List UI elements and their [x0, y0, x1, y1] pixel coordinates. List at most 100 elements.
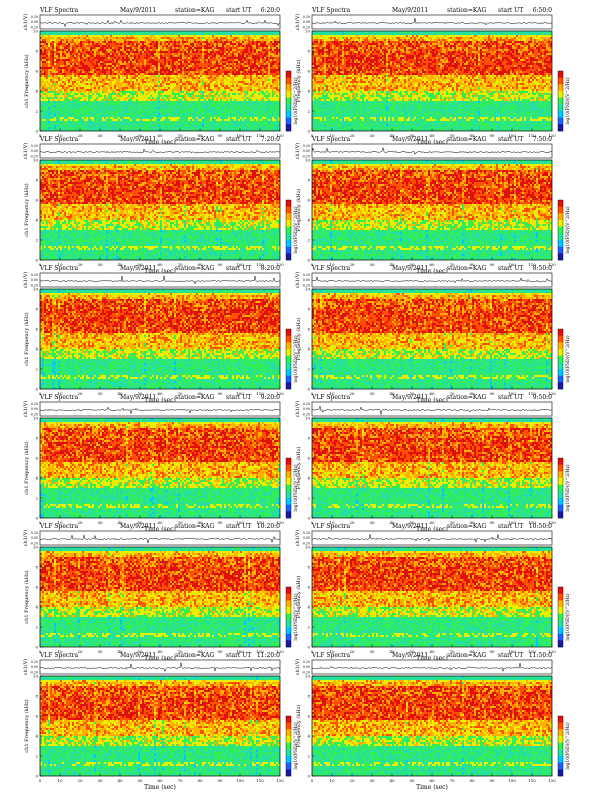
spectrogram-cell	[98, 77, 100, 83]
spectrogram-cell	[118, 53, 120, 55]
spectrogram-cell	[212, 43, 214, 45]
spectrogram-cell	[274, 79, 276, 81]
spectrogram-cell	[154, 55, 156, 61]
spectrogram-cell	[72, 43, 74, 45]
spectrogram-cell	[192, 37, 194, 39]
spectrogram-cell	[88, 95, 90, 105]
spectrogram-cell	[116, 39, 118, 43]
spectrogram-cell	[242, 35, 244, 37]
spectrogram-cell	[172, 57, 174, 73]
spectrogram-cell	[256, 107, 258, 111]
spectrogram-cell	[174, 83, 176, 87]
spectrogram-cell	[218, 95, 220, 97]
spectrogram-cell	[210, 51, 212, 55]
spectrogram-cell	[202, 63, 204, 69]
spectrogram-cell	[252, 47, 254, 55]
spectrogram-cell	[218, 31, 220, 35]
spectrogram-cell	[44, 95, 46, 101]
spectrogram-cell	[242, 125, 244, 131]
spectrogram-cell	[54, 73, 56, 75]
spectrogram-cell	[152, 31, 154, 35]
spectrogram-cell	[216, 91, 218, 95]
spectrogram-cell	[144, 83, 146, 85]
spectrogram-cell	[100, 101, 102, 103]
spectrogram-cell	[244, 97, 246, 99]
spectrogram-cell	[88, 41, 90, 43]
spectrogram-cell	[106, 57, 108, 61]
spectrogram-cell	[76, 103, 78, 105]
spectrogram-cell	[256, 111, 258, 113]
spectrogram-cell	[212, 37, 214, 43]
spectrogram-cell	[244, 49, 246, 53]
spectrogram-cell	[206, 121, 208, 123]
spectrogram-cell	[106, 51, 108, 53]
spectrogram-cell	[266, 67, 268, 69]
spectrogram-cell	[52, 89, 54, 91]
spectrogram-cell	[52, 45, 54, 49]
spectrogram-cell	[172, 31, 174, 35]
spectrogram-cell	[202, 121, 204, 123]
spectrogram-cell	[174, 73, 176, 75]
spectrogram-cell	[214, 63, 216, 65]
spectrogram-cell	[182, 83, 184, 85]
spectrogram-cell	[146, 91, 148, 93]
spectrogram-cell	[74, 99, 76, 101]
spectrogram-cell	[78, 93, 80, 97]
spectrogram-cell	[272, 91, 274, 97]
spectrogram-cell	[180, 101, 182, 107]
spectrogram-cell	[76, 125, 78, 127]
spectrogram-cell	[184, 109, 186, 113]
spectrogram-cell	[220, 47, 222, 51]
spectrogram-cell	[214, 75, 216, 77]
spectrogram-cell	[150, 75, 152, 83]
spectrogram-cell	[90, 89, 92, 91]
spectrogram-cell	[256, 85, 258, 87]
spectrogram-cell	[214, 37, 216, 39]
spectrogram-cell	[266, 87, 268, 89]
spectrogram-cell	[246, 97, 248, 99]
spectrogram-cell	[62, 103, 64, 105]
spectrogram-cell	[162, 91, 164, 93]
spectrogram-cell	[110, 91, 112, 93]
spectrogram-cell	[110, 113, 112, 115]
spectrogram-cell	[90, 117, 92, 119]
spectrogram-cell	[254, 111, 256, 115]
spectrogram-cell	[220, 83, 222, 85]
spectrogram-cell	[122, 43, 124, 45]
spectrogram-cell	[264, 107, 266, 109]
spectrogram-cell	[144, 117, 146, 119]
spectrogram-cell	[268, 127, 270, 131]
spectrogram-cell	[170, 45, 172, 47]
spectrogram-cell	[184, 89, 186, 91]
spectrogram-cell	[72, 37, 74, 39]
spectrogram-cell	[230, 113, 232, 117]
spectrogram-cell	[180, 79, 182, 83]
spectrogram-cell	[244, 85, 246, 87]
spectrogram-cell	[50, 119, 52, 121]
spectrogram-cell	[244, 71, 246, 73]
spectrogram-cell	[212, 45, 214, 47]
spectrogram-cell	[152, 75, 154, 77]
spectrogram-cell	[268, 35, 270, 39]
spectrogram-cell	[120, 45, 122, 47]
spectrogram-cell	[124, 31, 126, 35]
spectrogram-cell	[196, 123, 198, 125]
spectrogram-cell	[78, 97, 80, 103]
spectrogram-cell	[128, 59, 130, 61]
spectrogram-cell	[72, 125, 74, 127]
spectrogram-cell	[86, 115, 88, 117]
spectrogram-cell	[126, 81, 128, 83]
spectrogram-cell	[214, 35, 216, 37]
spectrogram-cell	[246, 53, 248, 55]
spectrogram-cell	[240, 35, 242, 39]
spectrogram-cell	[244, 89, 246, 91]
spectrogram-cell	[110, 63, 112, 65]
spectrogram-cell	[192, 39, 194, 43]
spectrogram-cell	[154, 31, 156, 35]
spectrogram-cell	[160, 59, 162, 63]
spectrogram-cell	[198, 81, 200, 83]
spectrogram-cell	[86, 49, 88, 51]
spectrogram-cell	[272, 43, 274, 45]
spectrogram-cell	[114, 85, 116, 89]
spectrogram-cell	[264, 41, 266, 47]
